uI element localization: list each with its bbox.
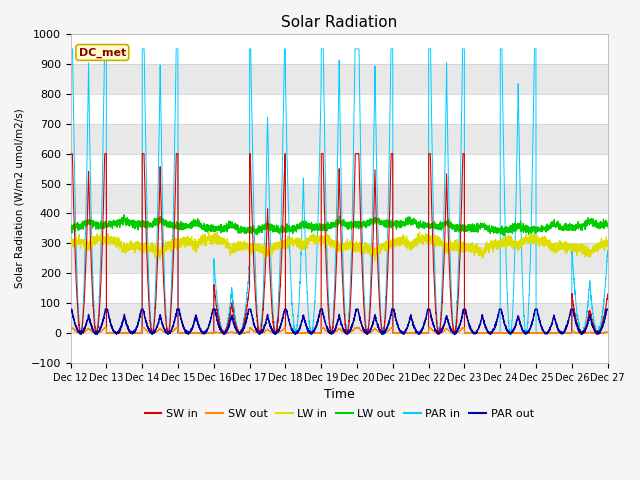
Bar bbox=[70, 154, 608, 183]
Bar bbox=[70, 303, 608, 333]
Bar bbox=[70, 214, 608, 243]
Bar bbox=[70, 333, 608, 363]
Bar bbox=[70, 183, 608, 214]
Text: DC_met: DC_met bbox=[79, 48, 126, 58]
Legend: SW in, SW out, LW in, LW out, PAR in, PAR out: SW in, SW out, LW in, LW out, PAR in, PA… bbox=[140, 405, 538, 423]
Bar bbox=[70, 34, 608, 64]
Bar bbox=[70, 243, 608, 273]
X-axis label: Time: Time bbox=[324, 388, 355, 401]
Y-axis label: Solar Radiation (W/m2 umol/m2/s): Solar Radiation (W/m2 umol/m2/s) bbox=[15, 108, 25, 288]
Bar bbox=[70, 124, 608, 154]
Bar bbox=[70, 64, 608, 94]
Bar bbox=[70, 273, 608, 303]
Bar bbox=[70, 94, 608, 124]
Title: Solar Radiation: Solar Radiation bbox=[281, 15, 397, 30]
